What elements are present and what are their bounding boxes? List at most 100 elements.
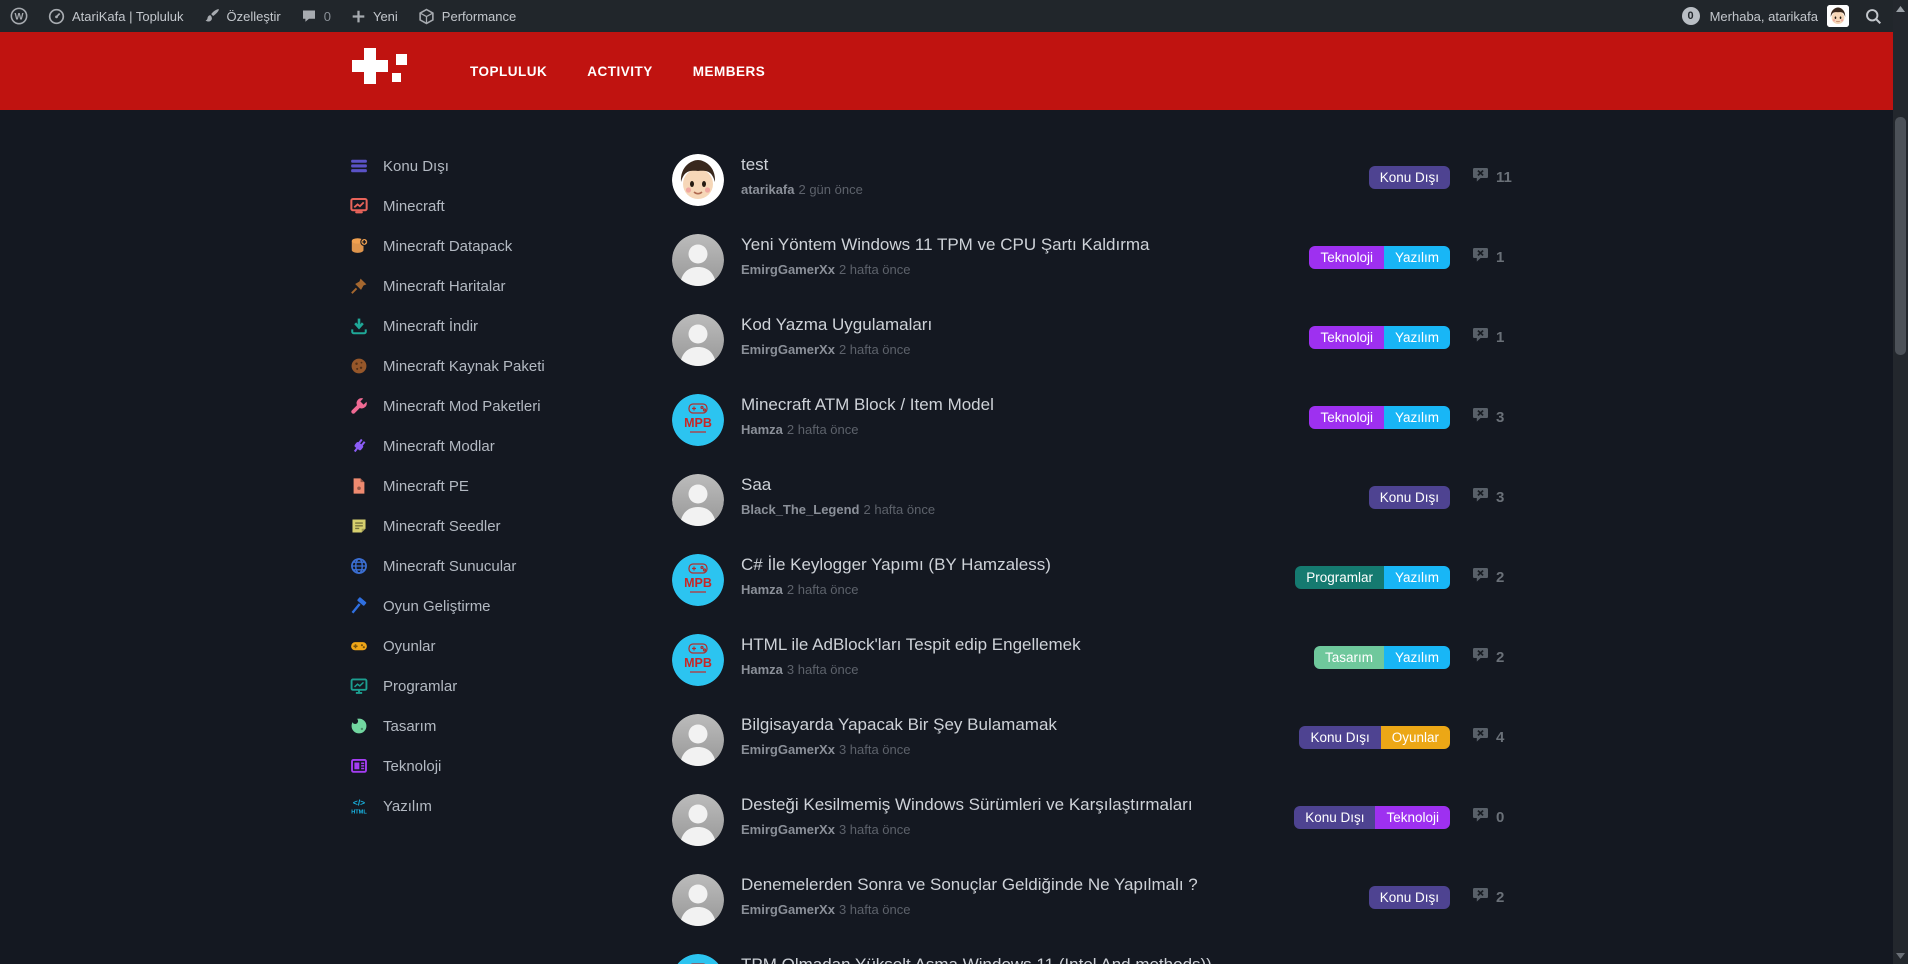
nav-topluluk[interactable]: TOPLULUK bbox=[470, 63, 548, 79]
tag-badge-tasar-m[interactable]: Tasarım bbox=[1313, 646, 1384, 669]
topic-title[interactable]: Denemelerden Sonra ve Sonuçlar Geldiğind… bbox=[741, 875, 1198, 894]
sidebar-item-minecraft-modlar[interactable]: Minecraft Modlar bbox=[350, 426, 606, 466]
topic-title[interactable]: Kod Yazma Uygulamaları bbox=[741, 315, 933, 334]
tag-badge-teknoloji[interactable]: Teknoloji bbox=[1309, 406, 1384, 429]
wordpress-menu-button[interactable]: W bbox=[10, 7, 28, 25]
tag-badge-yaz-l-m[interactable]: Yazılım bbox=[1383, 406, 1450, 429]
sidebar-item-minecraft-i-ndir[interactable]: Minecraft İndir bbox=[350, 306, 606, 346]
reply-count-group: 2 bbox=[1472, 647, 1524, 668]
customize-button[interactable]: Özelleştir bbox=[204, 8, 281, 24]
nav-activity[interactable]: ACTIVITY bbox=[587, 63, 653, 79]
sidebar-item-programlar[interactable]: Programlar bbox=[350, 666, 606, 706]
default-avatar[interactable] bbox=[672, 234, 724, 286]
topic-author[interactable]: EmirgGamerXx bbox=[741, 262, 835, 277]
topic-text: TPM Olmadan Yükselt Aşma Windows 11 (Int… bbox=[741, 954, 1212, 964]
tag-badge-yaz-l-m[interactable]: Yazılım bbox=[1383, 326, 1450, 349]
sidebar-item-yaz-l-m[interactable]: </> HTML Yazılım bbox=[350, 786, 606, 826]
site-name-menu[interactable]: AtariKafa | Topluluk bbox=[48, 8, 184, 25]
tag-badge-konu-d[interactable]: Konu Dışı bbox=[1368, 886, 1450, 909]
topic-author[interactable]: Hamza bbox=[741, 422, 783, 437]
mpb-avatar[interactable]: MPB bbox=[672, 634, 724, 686]
mpb-avatar[interactable]: MPB bbox=[672, 394, 724, 446]
tag-badge-programlar[interactable]: Programlar bbox=[1295, 566, 1384, 589]
notification-count-badge[interactable]: 0 bbox=[1681, 7, 1700, 25]
sidebar-item-minecraft-sunucular[interactable]: Minecraft Sunucular bbox=[350, 546, 606, 586]
scroll-up-arrow-icon[interactable] bbox=[1893, 0, 1908, 17]
tag-badge-konu-d[interactable]: Konu Dışı bbox=[1299, 726, 1381, 749]
tag-badge-yaz-l-m[interactable]: Yazılım bbox=[1383, 566, 1450, 589]
mpb-avatar[interactable]: MPB bbox=[672, 954, 724, 964]
boy-avatar[interactable] bbox=[672, 154, 724, 206]
reply-count: 1 bbox=[1496, 329, 1505, 346]
scroll-down-arrow-icon[interactable] bbox=[1893, 947, 1908, 964]
topic-title[interactable]: C# İle Keylogger Yapımı (BY Hamzaless) bbox=[741, 555, 1051, 574]
tag-badge-teknoloji[interactable]: Teknoloji bbox=[1375, 806, 1450, 829]
default-avatar[interactable] bbox=[672, 794, 724, 846]
site-logo[interactable] bbox=[352, 48, 418, 94]
topic-author[interactable]: atarikafa bbox=[741, 182, 795, 197]
topic-author[interactable]: EmirgGamerXx bbox=[741, 822, 835, 837]
greeting-label[interactable]: Merhaba, atarikafa bbox=[1709, 8, 1818, 24]
performance-button[interactable]: Performance bbox=[418, 8, 516, 25]
tag-badge-konu-d[interactable]: Konu Dışı bbox=[1294, 806, 1376, 829]
sidebar-item-minecraft-haritalar[interactable]: Minecraft Haritalar bbox=[350, 266, 606, 306]
topic-title[interactable]: TPM Olmadan Yükselt Aşma Windows 11 (Int… bbox=[741, 955, 1212, 964]
nav-members[interactable]: MEMBERS bbox=[692, 63, 766, 79]
sidebar-item-konu-d[interactable]: Konu Dışı bbox=[350, 146, 606, 186]
tag-badge-konu-d[interactable]: Konu Dışı bbox=[1368, 486, 1450, 509]
tag-badge-teknoloji[interactable]: Teknoloji bbox=[1309, 246, 1384, 269]
replies-icon bbox=[1472, 167, 1489, 188]
sidebar-item-minecraft-seedler[interactable]: Minecraft Seedler bbox=[350, 506, 606, 546]
default-avatar[interactable] bbox=[672, 474, 724, 526]
sidebar-item-teknoloji[interactable]: Teknoloji bbox=[350, 746, 606, 786]
topic-time: 2 gün önce bbox=[798, 182, 863, 197]
tag-badge-oyunlar[interactable]: Oyunlar bbox=[1380, 726, 1450, 749]
default-avatar[interactable] bbox=[672, 314, 724, 366]
sidebar-item-oyunlar[interactable]: Oyunlar bbox=[350, 626, 606, 666]
topic-title[interactable]: Yeni Yöntem Windows 11 TPM ve CPU Şartı … bbox=[741, 235, 1150, 254]
sidebar-item-oyun-geli-tirme[interactable]: Oyun Geliştirme bbox=[350, 586, 606, 626]
sidebar-item-minecraft-pe[interactable]: Minecraft PE bbox=[350, 466, 606, 506]
database-icon bbox=[350, 237, 368, 255]
topic-title[interactable]: Bilgisayarda Yapacak Bir Şey Bulamamak bbox=[741, 715, 1057, 734]
topic-title[interactable]: Desteği Kesilmemiş Windows Sürümleri ve … bbox=[741, 795, 1193, 814]
plus-icon bbox=[351, 9, 366, 24]
topic-title[interactable]: HTML ile AdBlock'ları Tespit edip Engell… bbox=[741, 635, 1081, 654]
comments-button[interactable]: 0 bbox=[301, 8, 331, 24]
gauge-icon bbox=[48, 8, 65, 25]
topic-tags: Teknoloji Yazılım bbox=[1309, 326, 1450, 349]
topic-title[interactable]: test bbox=[741, 155, 769, 174]
sidebar-item-minecraft-datapack[interactable]: Minecraft Datapack bbox=[350, 226, 606, 266]
topic-author[interactable]: Hamza bbox=[741, 662, 783, 677]
topic-author[interactable]: Hamza bbox=[741, 582, 783, 597]
new-content-button[interactable]: Yeni bbox=[351, 9, 398, 24]
tag-badge-yaz-l-m[interactable]: Yazılım bbox=[1383, 246, 1450, 269]
topic-title[interactable]: Saa bbox=[741, 475, 772, 494]
topic-tags: Teknoloji Yazılım bbox=[1309, 246, 1450, 269]
reply-count: 3 bbox=[1496, 409, 1505, 426]
topic-author[interactable]: EmirgGamerXx bbox=[741, 742, 835, 757]
sidebar-item-minecraft-kaynak-paketi[interactable]: Minecraft Kaynak Paketi bbox=[350, 346, 606, 386]
search-icon[interactable] bbox=[1865, 8, 1882, 25]
replies-icon bbox=[1472, 647, 1489, 668]
brush-icon bbox=[204, 8, 220, 24]
sidebar-item-minecraft-mod-paketleri[interactable]: Minecraft Mod Paketleri bbox=[350, 386, 606, 426]
topic-author[interactable]: EmirgGamerXx bbox=[741, 342, 835, 357]
topic-title[interactable]: Minecraft ATM Block / Item Model bbox=[741, 395, 994, 414]
reply-count: 2 bbox=[1496, 889, 1505, 906]
default-avatar[interactable] bbox=[672, 874, 724, 926]
reply-count-group: 1 bbox=[1472, 247, 1524, 268]
tag-badge-teknoloji[interactable]: Teknoloji bbox=[1309, 326, 1384, 349]
tag-badge-konu-d[interactable]: Konu Dışı bbox=[1368, 166, 1450, 189]
topic-author[interactable]: Black_The_Legend bbox=[741, 502, 860, 517]
sidebar-item-tasar-m[interactable]: Tasarım bbox=[350, 706, 606, 746]
mpb-avatar[interactable]: MPB bbox=[672, 554, 724, 606]
sidebar-item-minecraft[interactable]: Minecraft bbox=[350, 186, 606, 226]
reply-count-group: 2 bbox=[1472, 887, 1524, 908]
user-avatar[interactable] bbox=[1827, 5, 1849, 27]
topic-author[interactable]: EmirgGamerXx bbox=[741, 902, 835, 917]
tag-badge-yaz-l-m[interactable]: Yazılım bbox=[1383, 646, 1450, 669]
scrollbar-thumb[interactable] bbox=[1895, 117, 1906, 355]
default-avatar[interactable] bbox=[672, 714, 724, 766]
scrollbar[interactable] bbox=[1893, 0, 1908, 964]
